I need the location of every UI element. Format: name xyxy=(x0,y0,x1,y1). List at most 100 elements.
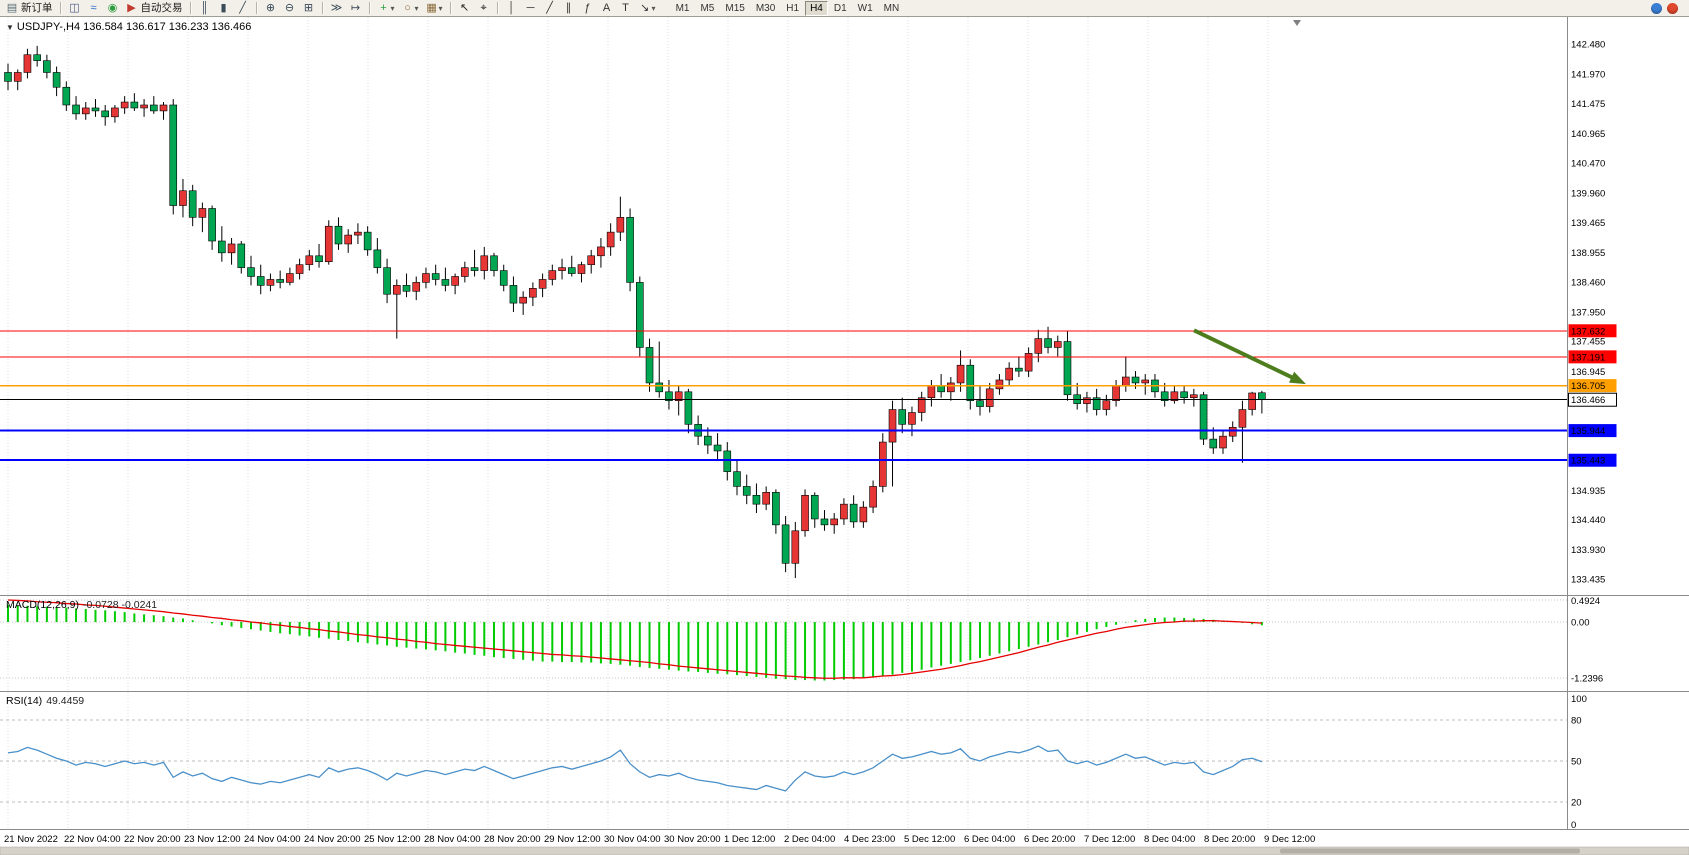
bear-candle xyxy=(1073,394,1081,404)
bear-candle xyxy=(723,450,732,472)
bull-candle xyxy=(791,530,800,564)
bull-candle xyxy=(908,412,916,425)
timeframe-m15-button[interactable]: M15 xyxy=(720,1,749,16)
profiles-dropdown-icon[interactable]: ▾ xyxy=(414,3,419,13)
chart-candle-type-button[interactable]: ▮ xyxy=(215,1,233,16)
hline-137.191[interactable]: 137.191 xyxy=(0,350,1617,364)
strategy-tester-button[interactable]: ◉ xyxy=(104,1,122,16)
bear-candle xyxy=(1180,391,1188,399)
bear-candle xyxy=(713,444,722,452)
new-chart-button[interactable]: + ▾ xyxy=(375,1,398,16)
bull-candle xyxy=(888,409,897,443)
bear-candle xyxy=(976,400,984,407)
text-tool-button[interactable]: A xyxy=(598,1,616,16)
trendline-tool-icon: ╱ xyxy=(546,1,553,14)
charts-grid-icon: ◫ xyxy=(69,1,80,14)
horizontal-scrollbar-thumb[interactable] xyxy=(1280,848,1580,854)
svg-text:137.455: 137.455 xyxy=(1571,337,1605,348)
svg-text:137.950: 137.950 xyxy=(1571,307,1605,318)
timeframe-d1-button[interactable]: D1 xyxy=(829,1,852,16)
macd-axis-labels: 0.4924 0.00 -1.2396 xyxy=(1571,596,1603,684)
timeframe-m1-button[interactable]: M1 xyxy=(671,1,695,16)
horizontal-line-tool-icon: ─ xyxy=(526,1,535,14)
trend-arrow-head xyxy=(1288,371,1306,385)
channel-tool-button[interactable]: ∥ xyxy=(560,1,578,16)
timeframe-w1-button[interactable]: W1 xyxy=(853,1,878,16)
timeframe-h4-button[interactable]: H4 xyxy=(805,0,828,16)
price-tag-label: 135.944 xyxy=(1571,426,1605,437)
rsi-label: RSI(14) 49.4459 xyxy=(6,695,84,707)
bear-candle xyxy=(247,267,255,277)
alert-icon-red[interactable] xyxy=(1667,2,1678,14)
chart-bar-type-button[interactable]: ║ xyxy=(196,1,214,16)
trend-arrow[interactable] xyxy=(1193,328,1306,385)
bull-candle xyxy=(995,379,1004,390)
chart-line-type-button[interactable]: ╱ xyxy=(234,1,252,16)
zoom-in-button[interactable]: ⊕ xyxy=(262,1,280,16)
timeframe-m5-button[interactable]: M5 xyxy=(695,1,719,16)
timeframe-h1-button[interactable]: H1 xyxy=(781,1,804,16)
auto-trading-button[interactable]: ▶ 自动交易 xyxy=(123,1,186,16)
arrows-tool-icon: ↘ xyxy=(639,1,650,14)
templates-button[interactable]: ▦ ▾ xyxy=(423,1,446,16)
vertical-line-tool-button[interactable]: │ xyxy=(503,1,521,16)
macd-signal-line xyxy=(7,599,1262,679)
horizontal-line-tool-button[interactable]: ─ xyxy=(522,1,540,16)
bear-candle xyxy=(567,267,576,274)
fibonacci-tool-button[interactable]: ƒ xyxy=(579,1,597,16)
horizontal-scrollbar[interactable] xyxy=(0,846,1689,855)
macd-indicator-values: -0.0728 -0.0241 xyxy=(82,599,158,611)
svg-text:22 Nov 20:00: 22 Nov 20:00 xyxy=(124,834,181,845)
bear-candle xyxy=(188,190,197,218)
toolbar-separator xyxy=(368,2,371,14)
bear-candle xyxy=(810,494,819,520)
svg-text:140.965: 140.965 xyxy=(1571,129,1605,140)
bull-candle xyxy=(227,243,236,254)
bear-candle xyxy=(1160,391,1169,401)
bull-candle xyxy=(81,107,90,115)
bull-candle xyxy=(869,486,877,508)
svg-text:134.935: 134.935 xyxy=(1571,486,1605,497)
trendline-tool-button[interactable]: ╱ xyxy=(541,1,559,16)
arrows-tool-dropdown-icon[interactable]: ▾ xyxy=(651,3,656,13)
macd-histogram xyxy=(7,604,1263,681)
collapse-icon[interactable]: ▼ xyxy=(6,23,14,32)
bull-candle xyxy=(606,231,615,248)
bull-candle xyxy=(324,225,333,263)
templates-dropdown-icon[interactable]: ▾ xyxy=(438,3,443,13)
rsi-axis-labels: 100 80 50 20 0 xyxy=(1571,694,1587,831)
svg-text:141.475: 141.475 xyxy=(1571,99,1605,110)
hline-135.443[interactable]: 135.443 xyxy=(0,453,1617,467)
market-watch-button[interactable]: ≈ xyxy=(85,1,103,16)
profiles-button[interactable]: ○ ▾ xyxy=(399,1,422,16)
svg-text:140.470: 140.470 xyxy=(1571,158,1605,169)
hline-136.466[interactable]: 136.466 xyxy=(0,392,1617,407)
hline-136.705[interactable]: 136.705 xyxy=(0,379,1617,393)
timeframe-mn-button[interactable]: MN xyxy=(879,1,905,16)
new-chart-dropdown-icon[interactable]: ▾ xyxy=(390,3,395,13)
bear-candle xyxy=(937,385,945,393)
hline-135.944[interactable]: 135.944 xyxy=(0,424,1617,438)
bear-candle xyxy=(733,471,741,487)
arrows-tool-button[interactable]: ↘ ▾ xyxy=(636,1,659,16)
cursor-button[interactable]: ↖ xyxy=(456,1,474,16)
bear-candle xyxy=(315,255,323,263)
auto-scroll-button[interactable]: ≫ xyxy=(328,1,346,16)
bear-candle xyxy=(626,217,634,283)
crosshair-button[interactable]: ⌖ xyxy=(475,1,493,16)
charts-grid-button[interactable]: ◫ xyxy=(66,1,84,16)
label-tool-button[interactable]: T xyxy=(617,1,635,16)
chart-shift-marker[interactable] xyxy=(1293,20,1301,26)
new-order-button[interactable]: ▤ 新订单 xyxy=(3,1,56,16)
zoom-out-button[interactable]: ⊖ xyxy=(281,1,299,16)
svg-text:4 Dec 23:00: 4 Dec 23:00 xyxy=(844,834,895,845)
status-icon-blue[interactable] xyxy=(1651,2,1662,14)
svg-text:134.440: 134.440 xyxy=(1571,515,1605,526)
tile-windows-button[interactable]: ⊞ xyxy=(300,1,318,16)
bull-candle xyxy=(354,231,362,236)
timeframe-m30-button[interactable]: M30 xyxy=(751,1,780,16)
bull-candle xyxy=(674,391,683,401)
hline-137.632[interactable]: 137.632 xyxy=(0,324,1617,338)
chart-shift-button[interactable]: ↦ xyxy=(347,1,365,16)
bull-candle xyxy=(762,492,770,505)
